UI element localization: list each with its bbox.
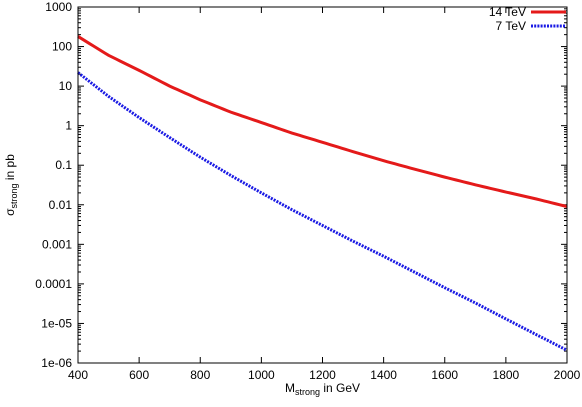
- y-tick-label: 1e-05: [41, 316, 72, 330]
- y-tick-label: 100: [52, 40, 72, 54]
- x-axis-label: Mstrong in GeV: [285, 381, 360, 397]
- ticks-layer: 400 600 800 1000 1200 1400 1600 1800 2000 1e-06 1e…: [35, 0, 580, 382]
- y-tick-label: 0.01: [49, 198, 73, 212]
- x-axis-label-sub: strong: [295, 387, 320, 397]
- x-tick-label: 1400: [370, 368, 397, 382]
- y-tick-label: 1000: [45, 0, 72, 14]
- x-tick-label: 2000: [554, 368, 581, 382]
- series-line-7-tev: [77, 71, 568, 352]
- y-axis-label: σstrong in pb: [3, 154, 19, 216]
- y-tick-label: 1: [65, 119, 72, 133]
- x-tick-label: 600: [129, 368, 149, 382]
- y-axis-label-sub: strong: [9, 183, 19, 208]
- plot-frame: [77, 6, 568, 364]
- y-tick-label: 0.001: [42, 237, 72, 251]
- legend: 14 TeV 7 TeV: [489, 5, 566, 33]
- x-axis-label-main: M: [285, 381, 295, 395]
- x-tick-label: 1000: [248, 368, 275, 382]
- y-axis-label-rest: in pb: [3, 154, 17, 184]
- y-tick-label: 10: [59, 79, 73, 93]
- x-tick-label: 1800: [493, 368, 520, 382]
- x-tick-label: 1600: [431, 368, 458, 382]
- x-axis-label-rest: in GeV: [320, 381, 360, 395]
- x-tick-label: 400: [68, 368, 88, 382]
- y-tick-label: 0.1: [55, 158, 72, 172]
- x-tick-label: 1200: [309, 368, 336, 382]
- series-line-14-tev: [77, 35, 568, 209]
- x-tick-label: 800: [190, 368, 210, 382]
- y-tick-label: 0.0001: [35, 277, 72, 291]
- series-layer: [77, 35, 568, 352]
- legend-label-14tev: 14 TeV: [489, 5, 526, 19]
- legend-label-7tev: 7 TeV: [496, 19, 526, 33]
- y-axis-label-main: σ: [3, 208, 17, 216]
- y-tick-label: 1e-06: [41, 356, 72, 370]
